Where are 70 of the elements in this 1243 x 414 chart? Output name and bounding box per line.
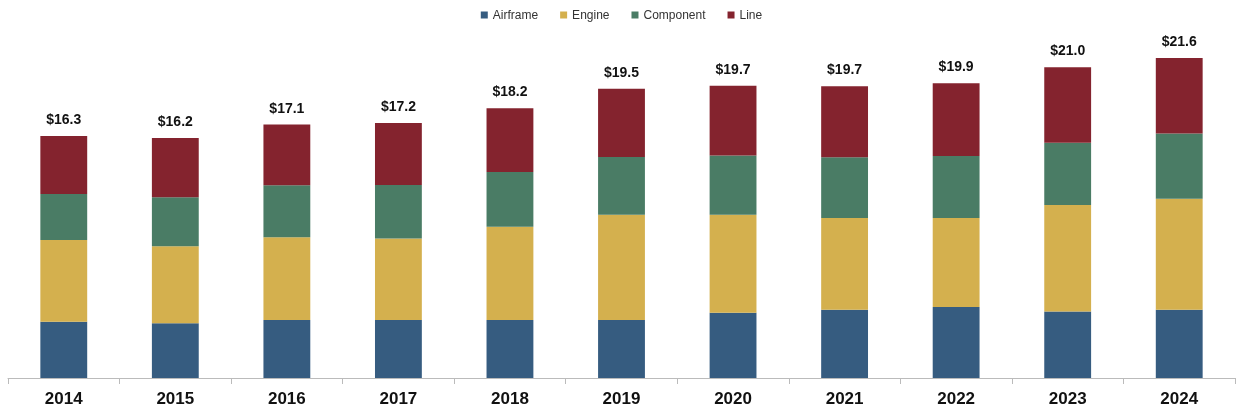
x-tick-label: 2019 xyxy=(602,389,641,408)
bar xyxy=(709,155,757,215)
bar xyxy=(151,138,199,198)
bar xyxy=(151,246,199,324)
bar xyxy=(374,122,422,186)
annotation: $19.9 xyxy=(938,58,974,75)
x-tick-label: 2018 xyxy=(491,389,529,408)
bar xyxy=(1044,204,1092,312)
bar xyxy=(821,86,869,158)
bar xyxy=(374,185,422,239)
x-tick-label: 2020 xyxy=(714,389,752,408)
bar xyxy=(598,214,645,321)
annotation: $19.7 xyxy=(827,61,863,78)
bar xyxy=(1155,58,1203,134)
bar xyxy=(486,108,534,172)
bar xyxy=(40,136,88,194)
x-tick-label: 2016 xyxy=(267,389,306,408)
x-tick-label: 2024 xyxy=(1160,389,1199,408)
bar xyxy=(40,194,88,241)
legend-label: Engine xyxy=(572,8,610,22)
x-tick-label: 2021 xyxy=(825,389,864,408)
bar xyxy=(1044,311,1092,378)
bar xyxy=(263,185,311,238)
bar xyxy=(598,88,645,157)
bar xyxy=(263,320,311,378)
x-tick-label: 2017 xyxy=(379,389,418,408)
bar xyxy=(1044,67,1092,143)
bar xyxy=(1044,142,1092,205)
annotation: $19.7 xyxy=(715,60,751,77)
annotation: $16.2 xyxy=(157,113,194,129)
annotation: $16.3 xyxy=(46,111,82,128)
legend-label: Component xyxy=(643,8,707,22)
bar xyxy=(821,218,869,310)
annotation: $21.0 xyxy=(1050,42,1086,59)
bar xyxy=(709,312,757,378)
x-tick-label: 2014 xyxy=(44,389,84,408)
bar xyxy=(486,226,534,321)
bar xyxy=(709,214,757,313)
bar xyxy=(151,197,199,247)
bar xyxy=(821,309,869,378)
bar xyxy=(932,83,980,156)
bar xyxy=(709,85,757,156)
bar xyxy=(932,218,980,307)
x-tick-label: 2022 xyxy=(937,389,976,408)
bar xyxy=(374,320,422,378)
bar xyxy=(598,156,645,215)
bar xyxy=(486,171,534,227)
annotation: $17.2 xyxy=(380,97,417,114)
bar xyxy=(40,321,88,378)
legend-label: Airframe xyxy=(492,8,539,22)
annotation: $17.1 xyxy=(269,99,305,116)
bar xyxy=(1155,133,1203,199)
bar xyxy=(1155,198,1203,310)
bar xyxy=(151,323,199,378)
bar xyxy=(486,320,534,378)
x-tick-label: 2015 xyxy=(156,389,195,408)
legend-label: Line xyxy=(739,8,763,22)
bar xyxy=(598,320,645,378)
bar xyxy=(932,155,980,218)
bar xyxy=(40,240,88,322)
annotation: $19.5 xyxy=(603,63,640,80)
x-tick-label: 2023 xyxy=(1048,389,1087,408)
annotation: $21.6 xyxy=(1161,33,1197,49)
bar xyxy=(1155,309,1203,378)
bar xyxy=(932,306,980,378)
bar xyxy=(263,237,311,321)
bar xyxy=(821,157,869,218)
annotation: $18.2 xyxy=(492,83,528,100)
bar xyxy=(374,238,422,321)
bar xyxy=(263,124,311,186)
